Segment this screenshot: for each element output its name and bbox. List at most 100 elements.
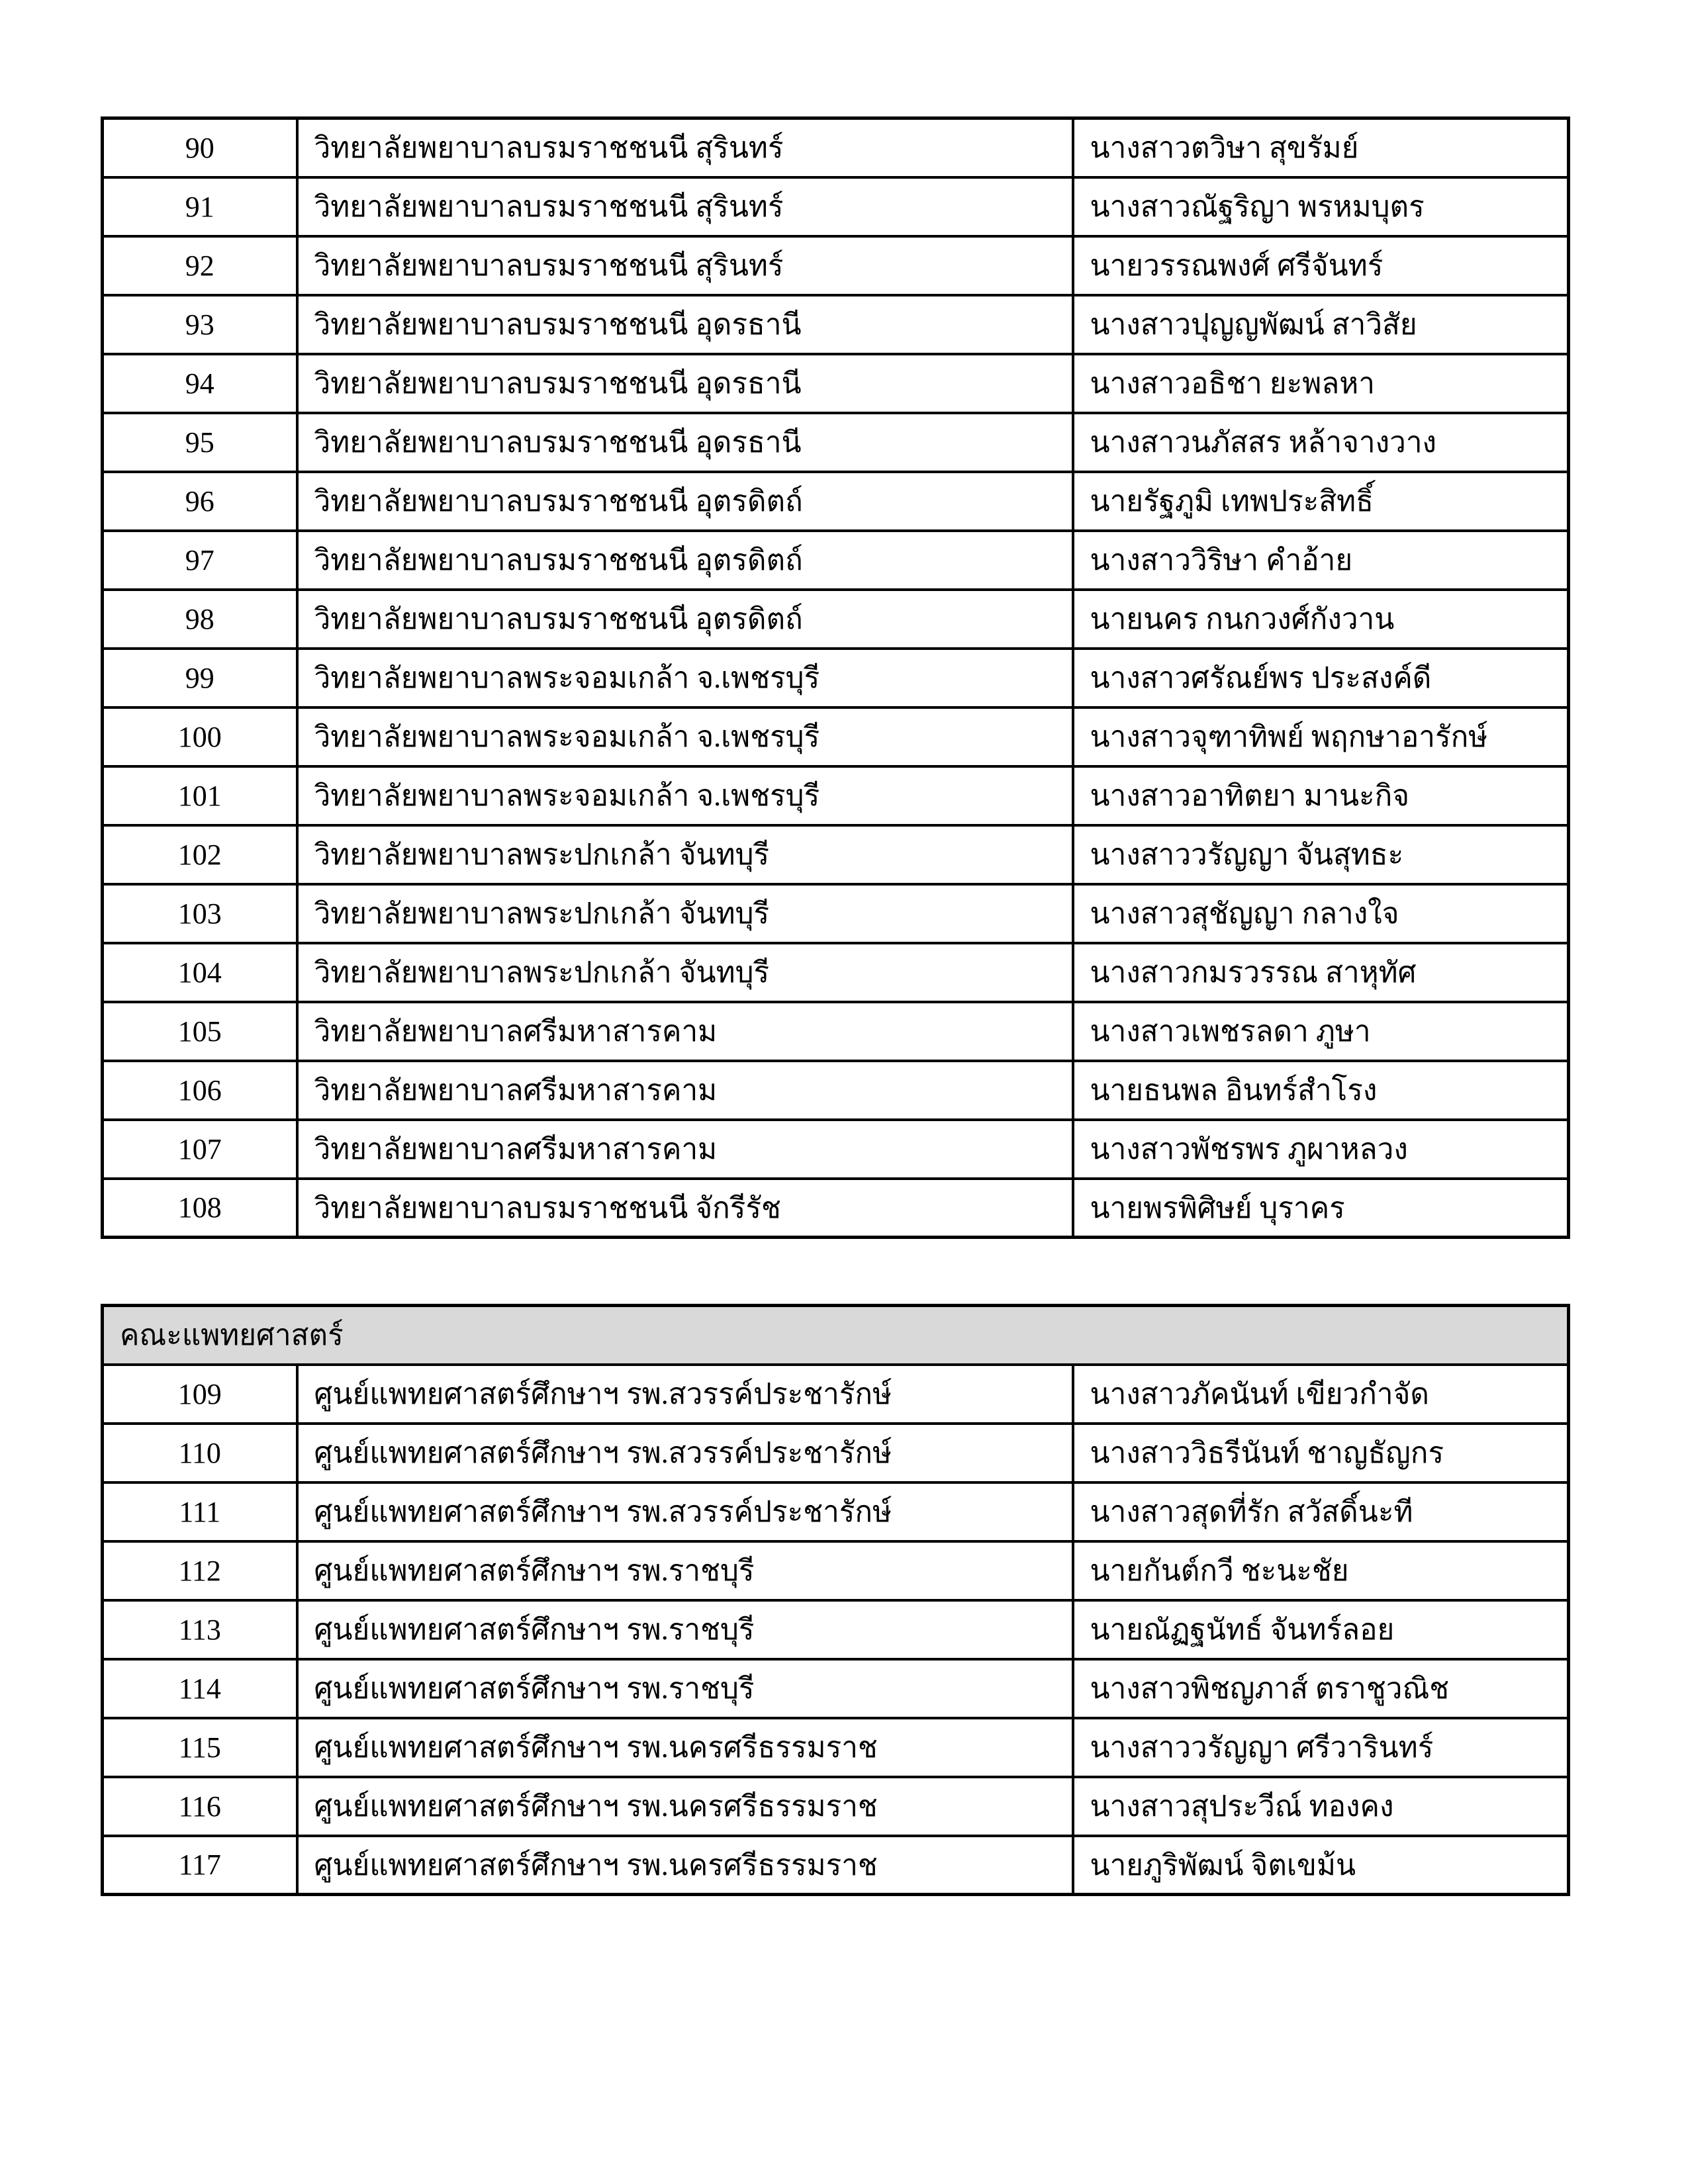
institution-cell: วิทยาลัยพยาบาลบรมราชชนนี อุตรดิตถ์ (295, 529, 1074, 591)
institution-cell: วิทยาลัยพยาบาลบรมราชชนนี สุรินทร์ (295, 175, 1074, 238)
row-number-cell: 99 (101, 647, 299, 709)
institution-cell: วิทยาลัยพยาบาลบรมราชชนนี สุรินทร์ (295, 234, 1074, 296)
table-row: 107 วิทยาลัยพยาบาลศรีมหาสารคาม นางสาวพัชรพ… (101, 1118, 1570, 1180)
row-number-cell: 111 (101, 1480, 299, 1543)
student-name-cell: นางสาวพิชญภาส์ ตราชูวณิช (1071, 1657, 1570, 1719)
section-header-faculty-of-medicine: คณะแพทยศาสตร์ (101, 1304, 1570, 1366)
row-number-cell: 116 (101, 1775, 299, 1837)
student-name-cell: นางสาวกมรวรรณ สาหุทัศ (1071, 941, 1570, 1003)
student-name-cell: นายณัฏฐนัทธ์ จันทร์ลอย (1071, 1598, 1570, 1661)
institution-cell: ศูนย์แพทยศาสตร์ศึกษาฯ รพ.สวรรค์ประชารักษ… (295, 1422, 1074, 1484)
row-number-cell: 97 (101, 529, 299, 591)
section-header-row: คณะแพทยศาสตร์ (101, 1304, 1570, 1366)
table-row: 113 ศูนย์แพทยศาสตร์ศึกษาฯ รพ.ราชบุรี นายณั… (101, 1598, 1570, 1661)
table-row: 106 วิทยาลัยพยาบาลศรีมหาสารคาม นายธนพล อิน… (101, 1059, 1570, 1121)
table-row: 110 ศูนย์แพทยศาสตร์ศึกษาฯ รพ.สวรรค์ประชาร… (101, 1422, 1570, 1484)
table-row: 112 ศูนย์แพทยศาสตร์ศึกษาฯ รพ.ราชบุรี นายกั… (101, 1539, 1570, 1602)
student-name-cell: นายพรพิศิษย์ บุราคร (1071, 1177, 1570, 1239)
institution-cell: วิทยาลัยพยาบาลบรมราชชนนี อุตรดิตถ์ (295, 470, 1074, 532)
student-name-cell: นางสาวสุชัญญา กลางใจ (1071, 882, 1570, 944)
institution-cell: วิทยาลัยพยาบาลบรมราชชนนี อุตรดิตถ์ (295, 588, 1074, 650)
table-row: 109 ศูนย์แพทยศาสตร์ศึกษาฯ รพ.สวรรค์ประชาร… (101, 1363, 1570, 1425)
institution-cell: วิทยาลัยพยาบาลศรีมหาสารคาม (295, 1000, 1074, 1062)
row-number-cell: 98 (101, 588, 299, 650)
row-number-cell: 109 (101, 1363, 299, 1425)
table-row: 92 วิทยาลัยพยาบาลบรมราชชนนี สุรินทร์ นายวร… (101, 234, 1570, 296)
row-number-cell: 114 (101, 1657, 299, 1719)
student-name-cell: นางสาวศรัณย์พร ประสงค์ดี (1071, 647, 1570, 709)
institution-cell: ศูนย์แพทยศาสตร์ศึกษาฯ รพ.นครศรีธรรมราช (295, 1834, 1074, 1896)
student-name-cell: นายวรรณพงศ์ ศรีจันทร์ (1071, 234, 1570, 296)
row-number-cell: 107 (101, 1118, 299, 1180)
table-row: 108 วิทยาลัยพยาบาลบรมราชชนนี จักรีรัช นายพ… (101, 1177, 1570, 1239)
row-number-cell: 94 (101, 352, 299, 414)
table-row: 104 วิทยาลัยพยาบาลพระปกเกล้า จันทบุรี นางส… (101, 941, 1570, 1003)
student-name-cell: นางสาวปุญญพัฒน์ สาวิสัย (1071, 293, 1570, 355)
table-row: 117 ศูนย์แพทยศาสตร์ศึกษาฯ รพ.นครศรีธรรมรา… (101, 1834, 1570, 1896)
table-row: 96 วิทยาลัยพยาบาลบรมราชชนนี อุตรดิตถ์ นายร… (101, 470, 1570, 532)
student-name-cell: นางสาวพัชรพร ภูผาหลวง (1071, 1118, 1570, 1180)
institution-cell: วิทยาลัยพยาบาลพระปกเกล้า จันทบุรี (295, 941, 1074, 1003)
student-name-cell: นางสาวสุดที่รัก สวัสดิ์นะที (1071, 1480, 1570, 1543)
institution-cell: วิทยาลัยพยาบาลพระจอมเกล้า จ.เพชรบุรี (295, 647, 1074, 709)
institution-cell: วิทยาลัยพยาบาลศรีมหาสารคาม (295, 1059, 1074, 1121)
institution-cell: วิทยาลัยพยาบาลบรมราชชนนี สุรินทร์ (295, 116, 1074, 179)
table-row: 111 ศูนย์แพทยศาสตร์ศึกษาฯ รพ.สวรรค์ประชาร… (101, 1480, 1570, 1543)
institution-cell: ศูนย์แพทยศาสตร์ศึกษาฯ รพ.ราชบุรี (295, 1539, 1074, 1602)
student-name-cell: นางสาวภัคนันท์ เขียวกำจัด (1071, 1363, 1570, 1425)
student-name-cell: นางสาวจุฑาทิพย์ พฤกษาอารักษ์ (1071, 705, 1570, 768)
row-number-cell: 115 (101, 1716, 299, 1778)
row-number-cell: 113 (101, 1598, 299, 1661)
institution-cell: วิทยาลัยพยาบาลพระจอมเกล้า จ.เพชรบุรี (295, 764, 1074, 827)
row-number-cell: 96 (101, 470, 299, 532)
table-row: 103 วิทยาลัยพยาบาลพระปกเกล้า จันทบุรี นางส… (101, 882, 1570, 944)
student-name-cell: นายรัฐภูมิ เทพประสิทธิ์ (1071, 470, 1570, 532)
table-row: 105 วิทยาลัยพยาบาลศรีมหาสารคาม นางสาวเพชรล… (101, 1000, 1570, 1062)
row-number-cell: 90 (101, 116, 299, 179)
student-name-cell: นางสาววรัญญา จันสุทธะ (1071, 823, 1570, 886)
institution-cell: วิทยาลัยพยาบาลบรมราชชนนี อุดรธานี (295, 293, 1074, 355)
student-name-cell: นางสาวตวิษา สุขรัมย์ (1071, 116, 1570, 179)
institution-cell: ศูนย์แพทยศาสตร์ศึกษาฯ รพ.นครศรีธรรมราช (295, 1775, 1074, 1837)
table-row: 99 วิทยาลัยพยาบาลพระจอมเกล้า จ.เพชรบุรี นา… (101, 647, 1570, 709)
roster-table-nursing: 90 วิทยาลัยพยาบาลบรมราชชนนี สุรินทร์ นางสา… (101, 116, 1570, 1239)
table-row: 95 วิทยาลัยพยาบาลบรมราชชนนี อุดรธานี นางสา… (101, 411, 1570, 473)
institution-cell: วิทยาลัยพยาบาลศรีมหาสารคาม (295, 1118, 1074, 1180)
row-number-cell: 100 (101, 705, 299, 768)
institution-cell: วิทยาลัยพยาบาลบรมราชชนนี อุดรธานี (295, 352, 1074, 414)
student-name-cell: นายกันต์กวี ชะนะชัย (1071, 1539, 1570, 1602)
institution-cell: วิทยาลัยพยาบาลพระปกเกล้า จันทบุรี (295, 882, 1074, 944)
student-name-cell: นางสาวนภัสสร หล้าจางวาง (1071, 411, 1570, 473)
table-row: 100 วิทยาลัยพยาบาลพระจอมเกล้า จ.เพชรบุรีน… (101, 705, 1570, 768)
row-number-cell: 117 (101, 1834, 299, 1896)
row-number-cell: 91 (101, 175, 299, 238)
roster-table-medicine: คณะแพทยศาสตร์ 109 ศูนย์แพทยศาสตร์ศึกษาฯ ร… (101, 1304, 1570, 1896)
row-number-cell: 108 (101, 1177, 299, 1239)
table-row: 94 วิทยาลัยพยาบาลบรมราชชนนี อุดรธานี นางสา… (101, 352, 1570, 414)
student-name-cell: นางสาวสุประวีณ์ ทองคง (1071, 1775, 1570, 1837)
institution-cell: ศูนย์แพทยศาสตร์ศึกษาฯ รพ.นครศรีธรรมราช (295, 1716, 1074, 1778)
student-name-cell: นางสาวอธิชา ยะพลหา (1071, 352, 1570, 414)
table-row: 91 วิทยาลัยพยาบาลบรมราชชนนี สุรินทร์ นางสา… (101, 175, 1570, 238)
table-row: 93 วิทยาลัยพยาบาลบรมราชชนนี อุดรธานี นางสา… (101, 293, 1570, 355)
institution-cell: ศูนย์แพทยศาสตร์ศึกษาฯ รพ.ราชบุรี (295, 1657, 1074, 1719)
table-row: 101 วิทยาลัยพยาบาลพระจอมเกล้า จ.เพชรบุรีน… (101, 764, 1570, 827)
student-name-cell: นางสาววรัญญา ศรีวารินทร์ (1071, 1716, 1570, 1778)
student-name-cell: นางสาววิธรีนันท์ ชาญธัญกร (1071, 1422, 1570, 1484)
institution-cell: วิทยาลัยพยาบาลพระปกเกล้า จันทบุรี (295, 823, 1074, 886)
student-name-cell: นางสาวเพชรลดา ภูษา (1071, 1000, 1570, 1062)
row-number-cell: 106 (101, 1059, 299, 1121)
row-number-cell: 101 (101, 764, 299, 827)
row-number-cell: 112 (101, 1539, 299, 1602)
row-number-cell: 104 (101, 941, 299, 1003)
table-row: 102 วิทยาลัยพยาบาลพระปกเกล้า จันทบุรี นางส… (101, 823, 1570, 886)
row-number-cell: 92 (101, 234, 299, 296)
student-name-cell: นายธนพล อินทร์สำโรง (1071, 1059, 1570, 1121)
row-number-cell: 105 (101, 1000, 299, 1062)
row-number-cell: 95 (101, 411, 299, 473)
institution-cell: วิทยาลัยพยาบาลบรมราชชนนี อุดรธานี (295, 411, 1074, 473)
student-name-cell: นายภูริพัฒน์ จิตเขม้น (1071, 1834, 1570, 1896)
table-row: 115 ศูนย์แพทยศาสตร์ศึกษาฯ รพ.นครศรีธรรมรา… (101, 1716, 1570, 1778)
row-number-cell: 102 (101, 823, 299, 886)
